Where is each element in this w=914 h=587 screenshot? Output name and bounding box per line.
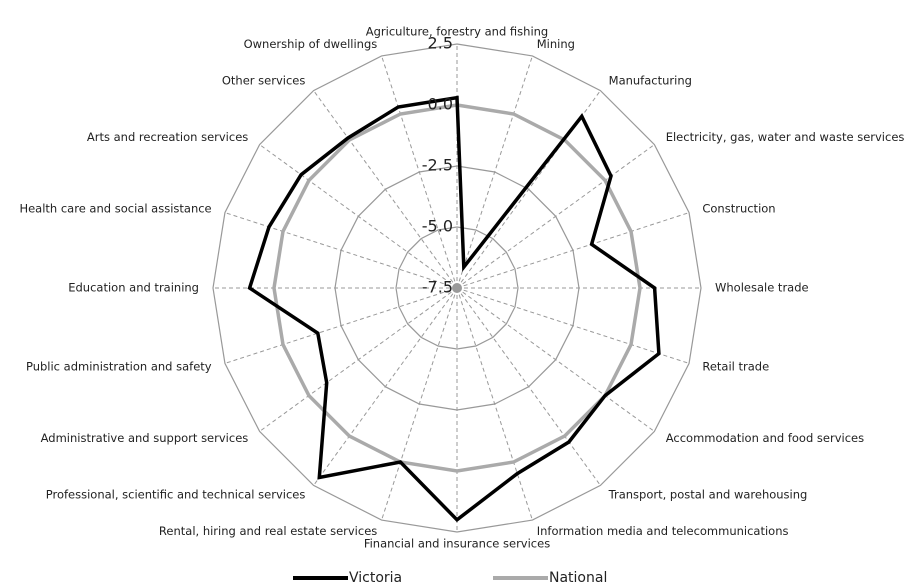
grid-ring — [212, 43, 702, 533]
spoke — [456, 287, 533, 521]
legend-label: Victoria — [349, 570, 402, 586]
category-label: Ownership of dwellings — [244, 37, 378, 51]
category-label: Accommodation and food services — [666, 431, 864, 445]
tick-label: 0.0 — [428, 95, 453, 114]
tick-label: -5.0 — [422, 217, 453, 236]
spoke — [456, 287, 601, 486]
spoke — [381, 55, 458, 289]
category-label: Agriculture, forestry and fishing — [366, 25, 548, 39]
tick-label: 2.5 — [428, 34, 453, 53]
category-label: Manufacturing — [609, 73, 692, 87]
category-label: Retail trade — [702, 360, 769, 374]
category-label: Education and training — [68, 281, 199, 295]
category-label: Public administration and safety — [26, 360, 212, 374]
spoke — [259, 287, 458, 432]
spoke — [224, 212, 458, 289]
category-label: Electricity, gas, water and waste servic… — [666, 130, 905, 144]
category-label: Other services — [222, 73, 306, 87]
category-label: Professional, scientific and technical s… — [46, 488, 306, 502]
series-line — [247, 95, 661, 523]
category-label: Construction — [702, 201, 775, 215]
spoke — [456, 55, 533, 289]
tick-label: -7.5 — [422, 278, 453, 297]
category-label: Information media and telecommunications — [537, 524, 789, 538]
spoke — [456, 144, 655, 289]
category-label: Rental, hiring and real estate services — [159, 524, 377, 538]
spoke — [381, 287, 458, 521]
spoke — [259, 144, 458, 289]
tick-label: -2.5 — [422, 156, 453, 175]
category-label: Wholesale trade — [715, 281, 809, 295]
legend-label: National — [549, 570, 607, 586]
category-label: Administrative and support services — [41, 431, 249, 445]
category-label: Transport, postal and warehousing — [608, 488, 808, 502]
category-label: Financial and insurance services — [364, 537, 550, 551]
spoke — [313, 90, 458, 289]
series-line — [272, 103, 642, 473]
spoke — [456, 287, 690, 364]
spoke — [456, 287, 655, 432]
category-label: Health care and social assistance — [19, 201, 211, 215]
center-dot — [452, 283, 462, 293]
spoke — [456, 212, 690, 289]
spoke — [313, 287, 458, 486]
category-label: Arts and recreation services — [87, 130, 248, 144]
category-label: Mining — [537, 37, 575, 51]
grid-ring — [395, 226, 519, 350]
spoke — [224, 287, 458, 364]
